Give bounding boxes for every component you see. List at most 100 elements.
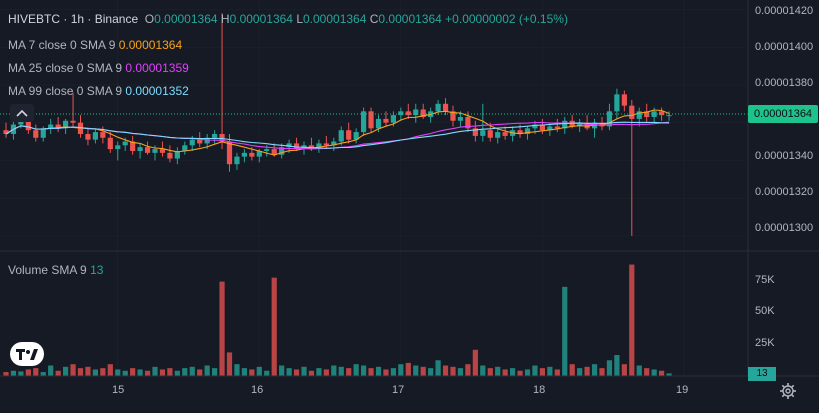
volume-bar [197, 369, 203, 376]
volume-bar [606, 360, 613, 376]
candle-body [308, 145, 315, 148]
volume-bar [256, 366, 262, 376]
volume-bar [323, 369, 329, 376]
candle-body [405, 111, 411, 116]
candle-body [33, 130, 39, 138]
price-tick: 0.00001380 [755, 77, 814, 89]
candle-body [40, 128, 46, 138]
ma99-label: MA 99 close 0 SMA 9 [8, 84, 123, 98]
candle-body [420, 109, 426, 118]
volume-bar [286, 368, 292, 376]
volume-bar [137, 369, 143, 376]
candle-body [621, 94, 627, 106]
candle-body [562, 120, 568, 129]
candle-body [547, 126, 553, 131]
price-tick: 0.00001420 [755, 5, 814, 17]
volume-bar [159, 369, 166, 376]
candle-body [644, 111, 650, 118]
candle-body [361, 111, 367, 133]
volume-bar [279, 365, 285, 376]
candle-body [480, 130, 486, 136]
candle-body [524, 128, 531, 134]
volume-bar [651, 369, 657, 376]
candle-body [606, 111, 613, 127]
volume-bar [353, 364, 359, 376]
candle-body [331, 141, 337, 146]
candle-body [398, 111, 404, 116]
volume-bar [346, 368, 352, 376]
settings-button[interactable] [779, 382, 797, 400]
close-value: 0.00001364 [378, 12, 442, 26]
candle-body [212, 133, 218, 138]
volume-bar [182, 368, 188, 376]
ma7-legend[interactable]: MA 7 close 0 SMA 9 0.00001364 [8, 37, 182, 53]
volume-bar [472, 349, 478, 376]
candle-body [256, 150, 262, 157]
volume-bar [510, 368, 516, 376]
candle-body [197, 139, 203, 144]
volume-bar [666, 373, 672, 376]
candle-body [279, 147, 285, 155]
time-tick: 19 [676, 384, 689, 396]
ma-line-ma99 [5, 121, 670, 149]
volume-bar [63, 366, 69, 376]
volume-bar [55, 370, 61, 376]
candle-body [390, 115, 396, 123]
candle-body [383, 118, 389, 123]
high-value: 0.00001364 [229, 12, 293, 26]
candle-body [189, 139, 195, 146]
ma25-legend[interactable]: MA 25 close 0 SMA 9 0.00001359 [8, 60, 189, 76]
volume-bar [107, 364, 113, 376]
volume-bar [577, 368, 583, 376]
volume-bar [92, 369, 98, 376]
candle-body [144, 147, 151, 153]
collapse-legend-button[interactable] [10, 104, 34, 122]
candle-body [502, 132, 508, 136]
candle-body [234, 156, 240, 165]
volume-bar [569, 364, 575, 376]
volume-bar [100, 368, 106, 376]
volume-bar [3, 372, 9, 376]
volume-bar [212, 368, 218, 376]
volume-bar [390, 368, 396, 376]
price-tick: 0.00001340 [755, 150, 814, 162]
volume-bar [517, 370, 523, 376]
time-tick: 15 [112, 384, 125, 396]
candle-body [130, 141, 136, 151]
symbol-legend[interactable]: HIVEBTC · 1h · Binance O0.00001364 H0.00… [8, 11, 568, 27]
current-volume-tag: 13 [748, 367, 776, 381]
volume-bar [33, 368, 39, 376]
volume-bar [554, 369, 560, 376]
volume-tick: 25K [755, 337, 775, 349]
candle-body [115, 145, 121, 150]
open-key: O [144, 12, 155, 26]
ma99-legend[interactable]: MA 99 close 0 SMA 9 0.00001352 [8, 83, 189, 99]
tradingview-logo-icon[interactable] [10, 342, 44, 366]
candle-body [457, 117, 464, 121]
volume-bar [25, 369, 31, 376]
ma25-label: MA 25 close 0 SMA 9 [8, 61, 123, 75]
time-tick: 16 [251, 384, 264, 396]
volume-bar [10, 370, 17, 376]
high-key: H [220, 12, 230, 26]
tradingview-logo-icon-glyph [16, 349, 38, 360]
candle-body [3, 130, 9, 134]
volume-bar [465, 364, 471, 376]
volume-bar [435, 360, 441, 376]
candle-body [465, 117, 471, 129]
volume-legend[interactable]: Volume SMA 9 13 [8, 262, 103, 278]
ma99-value: 0.00001352 [125, 84, 189, 98]
candle-body [532, 124, 538, 129]
volume-bars [3, 264, 672, 376]
ma7-label: MA 7 close 0 SMA 9 [8, 38, 116, 52]
candle-body [137, 147, 143, 151]
candle-body [614, 94, 620, 112]
volume-bar [271, 277, 277, 376]
volume-bar [420, 366, 426, 376]
separator: · [63, 12, 68, 26]
candle-body [636, 111, 642, 119]
volume-bar [204, 365, 210, 376]
candle-body [264, 149, 270, 151]
candle-body [338, 130, 344, 142]
